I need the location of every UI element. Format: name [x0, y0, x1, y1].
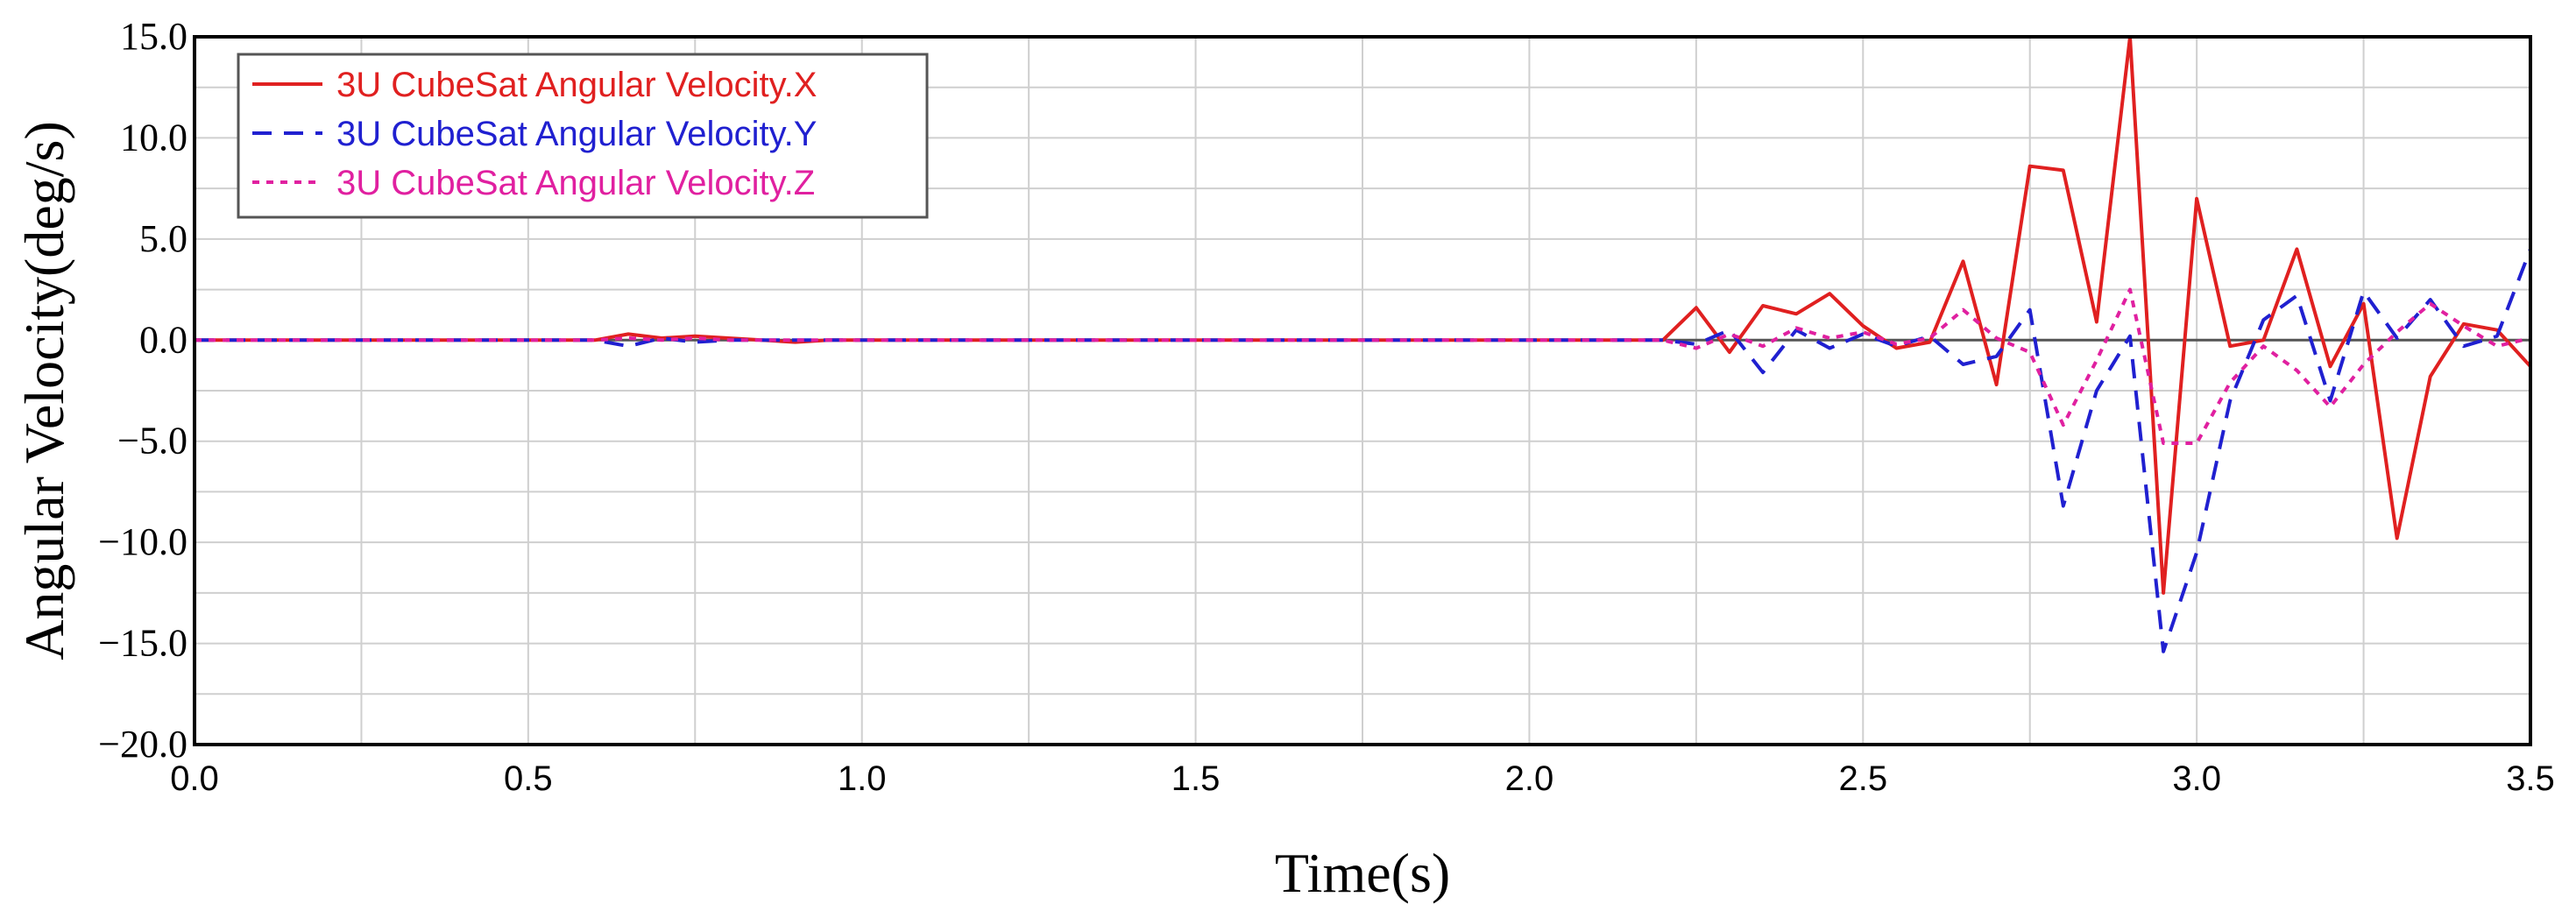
x-tick-label: 0.0 [170, 759, 219, 798]
y-tick-label: −5.0 [117, 420, 188, 463]
legend-label: 3U CubeSat Angular Velocity.Y [336, 115, 817, 153]
x-tick-label: 3.0 [2172, 759, 2221, 798]
x-tick-label: 0.5 [504, 759, 553, 798]
y-tick-label: 10.0 [120, 116, 188, 159]
legend: 3U CubeSat Angular Velocity.X 3U CubeSat … [237, 53, 929, 219]
x-tick-label: 2.0 [1505, 759, 1554, 798]
x-tick-label: 3.5 [2506, 759, 2555, 798]
y-tick-label: 5.0 [139, 217, 188, 260]
x-tick-label: 2.5 [1838, 759, 1887, 798]
x-tick-label: 1.0 [838, 759, 887, 798]
series-layer [195, 35, 2532, 653]
y-axis-title: Angular Velocity(deg/s) [13, 121, 75, 660]
legend-label: 3U CubeSat Angular Velocity.X [336, 66, 817, 104]
x-tick-label: 1.5 [1171, 759, 1221, 798]
legend-box [237, 53, 929, 219]
x-axis-title: Time(s) [1275, 842, 1450, 904]
y-tick-label: −10.0 [98, 520, 188, 563]
legend-label: 3U CubeSat Angular Velocity.Z [336, 164, 815, 202]
plot-frame [193, 35, 2532, 746]
y-tick-label: −20.0 [98, 723, 188, 766]
y-tick-label: 0.0 [139, 318, 188, 361]
x-tick-labels: 0.0 0.5 1.0 1.5 2.0 2.5 3.0 3.5 [170, 759, 2555, 798]
y-tick-label: 15.0 [120, 15, 188, 58]
y-tick-label: −15.0 [98, 622, 188, 665]
y-tick-labels: 15.0 10.0 5.0 0.0 −5.0 −10.0 −15.0 −20.0 [98, 15, 188, 766]
series-line-z [195, 287, 2531, 445]
